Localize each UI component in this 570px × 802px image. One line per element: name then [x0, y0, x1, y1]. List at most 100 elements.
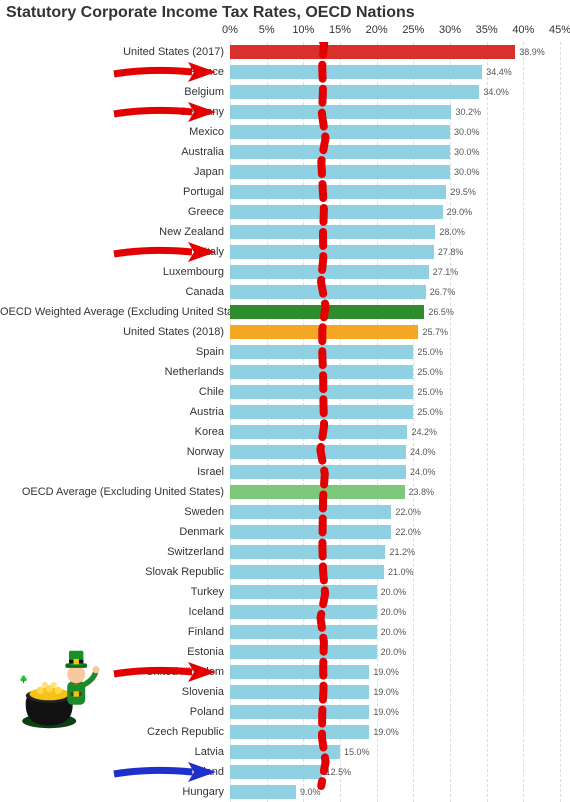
- row-plot: 15.0%: [230, 742, 570, 762]
- bar: [230, 525, 391, 539]
- row-label: Italy: [0, 246, 230, 258]
- value-label: 29.5%: [450, 187, 476, 197]
- value-label: 22.0%: [395, 527, 421, 537]
- row-label: Australia: [0, 146, 230, 158]
- bar: [230, 425, 407, 439]
- chart-row: United Kingdom19.0%: [0, 662, 570, 682]
- bar: [230, 385, 413, 399]
- bar: [230, 765, 322, 779]
- value-label: 19.0%: [373, 727, 399, 737]
- value-label: 30.0%: [454, 147, 480, 157]
- value-label: 20.0%: [381, 607, 407, 617]
- chart-row: Italy27.8%: [0, 242, 570, 262]
- row-plot: 24.2%: [230, 422, 570, 442]
- value-label: 28.0%: [439, 227, 465, 237]
- bar: [230, 645, 377, 659]
- chart-row: Norway24.0%: [0, 442, 570, 462]
- value-label: 23.8%: [409, 487, 435, 497]
- axis-tick-label: 10%: [292, 24, 314, 36]
- row-plot: 12.5%: [230, 762, 570, 782]
- bar: [230, 365, 413, 379]
- chart-row: Canada 26.7%: [0, 282, 570, 302]
- row-plot: 29.0%: [230, 202, 570, 222]
- row-label: OECD Weighted Average (Excluding United …: [0, 306, 230, 318]
- chart-row: Luxembourg27.1%: [0, 262, 570, 282]
- value-label: 34.0%: [483, 87, 509, 97]
- chart-row: Portugal29.5%: [0, 182, 570, 202]
- chart-row: Hungary9.0%: [0, 782, 570, 802]
- row-label: Greece: [0, 206, 230, 218]
- bar: [230, 165, 450, 179]
- row-plot: 25.0%: [230, 342, 570, 362]
- value-label: 38.9%: [519, 47, 545, 57]
- row-plot: 30.0%: [230, 142, 570, 162]
- bar: [230, 545, 385, 559]
- value-label: 30.0%: [454, 167, 480, 177]
- bar: [230, 105, 451, 119]
- value-label: 29.0%: [447, 207, 473, 217]
- value-label: 25.7%: [422, 327, 448, 337]
- value-label: 19.0%: [373, 667, 399, 677]
- row-plot: 26.7%: [230, 282, 570, 302]
- row-label: OECD Average (Excluding United States): [0, 486, 230, 498]
- bar: [230, 605, 377, 619]
- bar: [230, 665, 369, 679]
- value-label: 30.2%: [455, 107, 481, 117]
- value-label: 26.7%: [430, 287, 456, 297]
- row-plot: 25.0%: [230, 382, 570, 402]
- row-label: France: [0, 66, 230, 78]
- row-label: Spain: [0, 346, 230, 358]
- chart-row: Denmark 22.0%: [0, 522, 570, 542]
- chart-row: Turkey20.0%: [0, 582, 570, 602]
- value-label: 15.0%: [344, 747, 370, 757]
- value-label: 20.0%: [381, 627, 407, 637]
- row-label: Canada: [0, 286, 230, 298]
- value-label: 21.0%: [388, 567, 414, 577]
- row-plot: 25.7%: [230, 322, 570, 342]
- bar: [230, 145, 450, 159]
- row-label: United States (2017): [0, 46, 230, 58]
- bar: [230, 785, 296, 799]
- chart-row: Latvia15.0%: [0, 742, 570, 762]
- row-plot: 22.0%: [230, 502, 570, 522]
- row-plot: 34.4%: [230, 62, 570, 82]
- row-plot: 30.2%: [230, 102, 570, 122]
- value-label: 34.4%: [486, 67, 512, 77]
- chart-row: France 34.4%: [0, 62, 570, 82]
- chart-row: Iceland20.0%: [0, 602, 570, 622]
- row-plot: 20.0%: [230, 602, 570, 622]
- row-plot: 27.1%: [230, 262, 570, 282]
- axis-tick-label: 5%: [259, 24, 275, 36]
- row-label: Estonia: [0, 646, 230, 658]
- row-label: Korea: [0, 426, 230, 438]
- value-label: 20.0%: [381, 647, 407, 657]
- bar: [230, 565, 384, 579]
- row-label: Denmark: [0, 526, 230, 538]
- chart-row: Chile25.0%: [0, 382, 570, 402]
- bar: [230, 625, 377, 639]
- bar: [230, 45, 515, 59]
- row-label: Switzerland: [0, 546, 230, 558]
- bar: [230, 125, 450, 139]
- chart-row: Netherlands25.0%: [0, 362, 570, 382]
- bar: [230, 745, 340, 759]
- row-plot: 29.5%: [230, 182, 570, 202]
- row-label: Ireland: [0, 766, 230, 778]
- value-label: 25.0%: [417, 387, 443, 397]
- value-label: 22.0%: [395, 507, 421, 517]
- value-label: 19.0%: [373, 707, 399, 717]
- chart-row: Slovak Republic21.0%: [0, 562, 570, 582]
- value-label: 19.0%: [373, 687, 399, 697]
- axis-tick-label: 45%: [549, 24, 570, 36]
- chart-row: Sweden22.0%: [0, 502, 570, 522]
- row-label: United States (2018): [0, 326, 230, 338]
- value-label: 21.2%: [389, 547, 415, 557]
- bar: [230, 65, 482, 79]
- chart-row: United States (2017) 38.9%: [0, 42, 570, 62]
- chart-row: Japan30.0%: [0, 162, 570, 182]
- axis-tick-label: 40%: [512, 24, 534, 36]
- chart-row: Finland20.0%: [0, 622, 570, 642]
- value-label: 30.0%: [454, 127, 480, 137]
- row-plot: 20.0%: [230, 642, 570, 662]
- chart-row: Ireland12.5%: [0, 762, 570, 782]
